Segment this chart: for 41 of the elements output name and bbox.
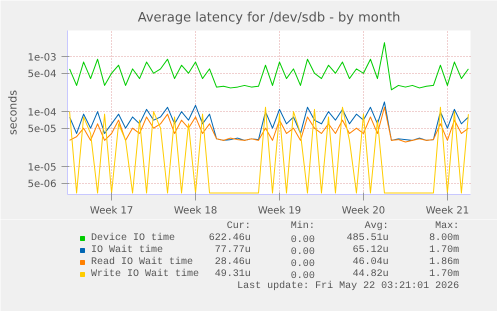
text: 1.70m — [429, 269, 460, 280]
legend-label: IO Wait time — [91, 244, 164, 256]
text: 28.46u — [214, 257, 251, 268]
text: Min: — [290, 220, 315, 232]
chart-title: Average latency for /dev/sdb - by month — [138, 10, 400, 26]
y-axis-title: seconds — [6, 90, 20, 135]
y-tick-label: 1e-05 — [28, 162, 57, 174]
legend-label: Device IO time — [91, 232, 176, 244]
text: Last update: Fri May 22 03:21:01 2026 — [237, 280, 460, 292]
x-tick-label: Week 19 — [258, 206, 302, 216]
text: 1.70m — [429, 245, 460, 256]
y-tick-label: 1e-03 — [28, 52, 57, 64]
text: 0.00 — [290, 235, 315, 246]
x-tick-label: Week 21 — [426, 206, 470, 216]
y-tick-label: 5e-04 — [28, 69, 57, 80]
text: Cur: — [226, 221, 251, 232]
text: Max: — [435, 221, 460, 232]
text: 49.31u — [214, 269, 251, 280]
text: 0.00 — [290, 247, 315, 258]
text: 46.04u — [352, 257, 389, 268]
x-tick-label: Week 20 — [342, 206, 386, 216]
text: 1.86m — [429, 257, 460, 268]
line-series — [69, 101, 469, 141]
y-tick-label: 1e-04 — [28, 108, 57, 119]
text: 0.00 — [290, 259, 315, 270]
line-series — [69, 42, 469, 90]
text: 44.82u — [352, 269, 389, 280]
y-tick-label: 5e-06 — [28, 179, 57, 190]
line-series — [69, 106, 469, 142]
legend-label: Read IO Wait time — [91, 256, 194, 268]
text: 622.46u — [208, 233, 251, 244]
legend-label: Write IO Wait time — [91, 268, 200, 280]
x-tick-label: Week 17 — [90, 206, 134, 216]
x-tick-label: Week 18 — [174, 206, 218, 216]
text: 0.00 — [290, 271, 315, 282]
y-tick-label: 5e-05 — [28, 124, 57, 136]
text: 65.12u — [352, 245, 389, 256]
text: 77.77u — [214, 245, 251, 256]
text: 485.51u — [346, 233, 389, 244]
text: Avg: — [364, 221, 389, 232]
text: 8.00m — [429, 233, 460, 244]
